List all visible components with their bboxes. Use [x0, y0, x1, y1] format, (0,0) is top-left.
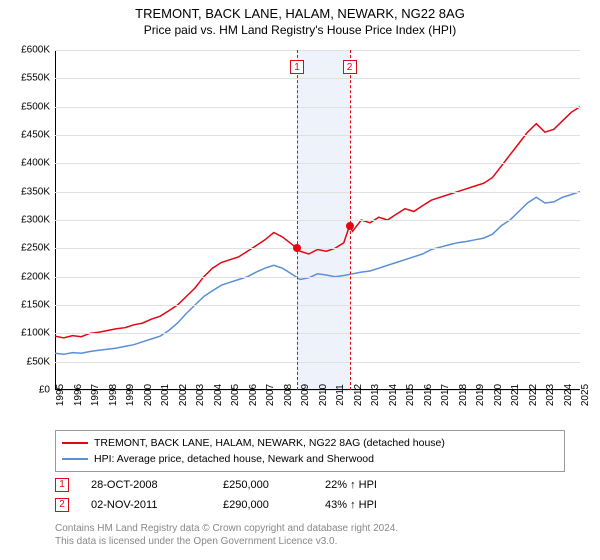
event-marker-flag: 1 — [290, 60, 304, 74]
x-tick-label: 1999 — [125, 384, 136, 406]
x-tick-label: 2009 — [300, 384, 311, 406]
legend-item: TREMONT, BACK LANE, HALAM, NEWARK, NG22 … — [62, 435, 558, 451]
event-row: 1 28-OCT-2008 £250,000 22% ↑ HPI — [55, 475, 405, 495]
grid-line — [55, 333, 580, 334]
x-tick-label: 2001 — [160, 384, 171, 406]
x-tick-label: 1996 — [73, 384, 84, 406]
x-tick-label: 2014 — [388, 384, 399, 406]
event-marker-flag: 2 — [343, 60, 357, 74]
event-marker-line — [350, 50, 351, 390]
y-tick-label: £550K — [5, 73, 50, 84]
x-tick-label: 2008 — [283, 384, 294, 406]
footnote-line1: Contains HM Land Registry data © Crown c… — [55, 522, 398, 535]
x-tick-label: 2023 — [545, 384, 556, 406]
x-tick-label: 2016 — [423, 384, 434, 406]
grid-line — [55, 50, 580, 51]
x-tick-label: 2025 — [580, 384, 591, 406]
legend-label: HPI: Average price, detached house, Newa… — [94, 451, 374, 467]
x-tick-label: 1995 — [55, 384, 66, 406]
grid-line — [55, 135, 580, 136]
footnote-line2: This data is licensed under the Open Gov… — [55, 535, 398, 548]
y-tick-label: £600K — [5, 45, 50, 56]
event-date: 02-NOV-2011 — [91, 499, 201, 511]
x-tick-label: 2018 — [458, 384, 469, 406]
grid-line — [55, 277, 580, 278]
x-tick-label: 2006 — [248, 384, 259, 406]
grid-line — [55, 305, 580, 306]
x-tick-label: 2024 — [563, 384, 574, 406]
x-tick-label: 2011 — [335, 384, 346, 406]
event-marker-line — [297, 50, 298, 390]
x-tick-label: 2021 — [510, 384, 521, 406]
y-tick-label: £250K — [5, 243, 50, 254]
x-tick-label: 2007 — [265, 384, 276, 406]
event-price: £250,000 — [223, 479, 303, 491]
x-tick-label: 2000 — [143, 384, 154, 406]
grid-line — [55, 248, 580, 249]
y-tick-label: £50K — [5, 356, 50, 367]
legend-item: HPI: Average price, detached house, Newa… — [62, 451, 558, 467]
x-tick-label: 1998 — [108, 384, 119, 406]
y-tick-label: £450K — [5, 130, 50, 141]
legend-swatch — [62, 458, 88, 460]
y-tick-label: £0 — [5, 385, 50, 396]
y-tick-label: £100K — [5, 328, 50, 339]
x-tick-label: 2022 — [528, 384, 539, 406]
x-tick-label: 2004 — [213, 384, 224, 406]
series-line-price_paid — [55, 107, 580, 338]
event-delta: 43% ↑ HPI — [325, 499, 405, 511]
title-address: TREMONT, BACK LANE, HALAM, NEWARK, NG22 … — [0, 6, 600, 21]
grid-line — [55, 78, 580, 79]
grid-line — [55, 220, 580, 221]
y-tick-label: £350K — [5, 186, 50, 197]
event-price: £290,000 — [223, 499, 303, 511]
x-tick-label: 2017 — [440, 384, 451, 406]
event-point-dot — [346, 222, 354, 230]
grid-line — [55, 163, 580, 164]
title-block: TREMONT, BACK LANE, HALAM, NEWARK, NG22 … — [0, 0, 600, 37]
title-subtitle: Price paid vs. HM Land Registry's House … — [0, 23, 600, 37]
y-tick-label: £200K — [5, 271, 50, 282]
legend-label: TREMONT, BACK LANE, HALAM, NEWARK, NG22 … — [94, 435, 445, 451]
y-tick-label: £300K — [5, 215, 50, 226]
x-tick-label: 2002 — [178, 384, 189, 406]
x-tick-label: 2005 — [230, 384, 241, 406]
event-date: 28-OCT-2008 — [91, 479, 201, 491]
y-tick-label: £150K — [5, 300, 50, 311]
x-tick-label: 1997 — [90, 384, 101, 406]
x-tick-label: 2015 — [405, 384, 416, 406]
event-delta: 22% ↑ HPI — [325, 479, 405, 491]
x-tick-label: 2003 — [195, 384, 206, 406]
plot-area: £0£50K£100K£150K£200K£250K£300K£350K£400… — [55, 50, 580, 390]
chart-container: TREMONT, BACK LANE, HALAM, NEWARK, NG22 … — [0, 0, 600, 560]
event-row: 2 02-NOV-2011 £290,000 43% ↑ HPI — [55, 495, 405, 515]
y-tick-label: £400K — [5, 158, 50, 169]
events-table: 1 28-OCT-2008 £250,000 22% ↑ HPI 2 02-NO… — [55, 475, 405, 515]
grid-line — [55, 192, 580, 193]
x-tick-label: 2012 — [353, 384, 364, 406]
event-marker-box: 2 — [55, 498, 69, 512]
x-tick-label: 2019 — [475, 384, 486, 406]
legend: TREMONT, BACK LANE, HALAM, NEWARK, NG22 … — [55, 430, 565, 472]
x-tick-label: 2020 — [493, 384, 504, 406]
series-line-hpi — [55, 192, 580, 355]
y-tick-label: £500K — [5, 101, 50, 112]
x-tick-label: 2010 — [318, 384, 329, 406]
footnote: Contains HM Land Registry data © Crown c… — [55, 522, 398, 548]
event-point-dot — [293, 244, 301, 252]
legend-swatch — [62, 442, 88, 444]
event-marker-box: 1 — [55, 478, 69, 492]
grid-line — [55, 362, 580, 363]
grid-line — [55, 107, 580, 108]
x-tick-label: 2013 — [370, 384, 381, 406]
